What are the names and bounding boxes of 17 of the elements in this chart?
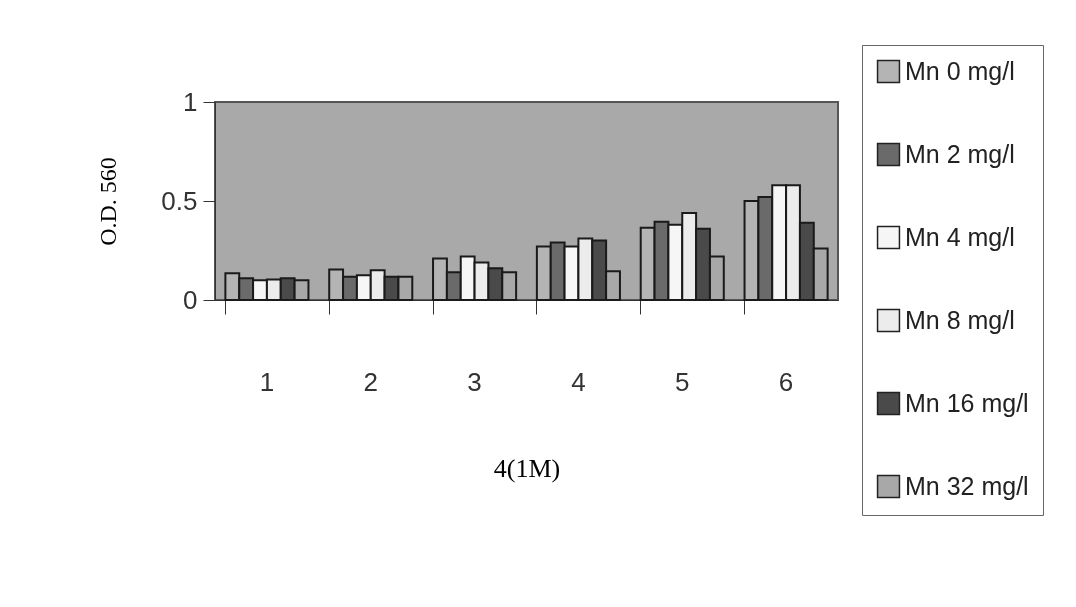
x-tick-label: 2 (363, 366, 378, 397)
y-tick-label: 1 (183, 86, 198, 117)
legend-label: Mn 32 mg/l (905, 471, 1029, 500)
x-tick-label: 1 (259, 366, 275, 397)
x-tick-label: 4 (571, 366, 586, 397)
legend-label: Mn 4 mg/l (905, 222, 1015, 251)
x-tick-label: 6 (778, 366, 794, 397)
legend-label: Mn 2 mg/l (905, 139, 1015, 168)
x-tick-label: 5 (675, 366, 690, 397)
y-tick-label: 0.5 (161, 185, 198, 216)
legend-label: Mn 0 mg/l (905, 56, 1015, 85)
legend-label: Mn 16 mg/l (905, 388, 1029, 417)
y-tick-label: 0 (183, 284, 198, 315)
x-tick-label: 3 (467, 366, 482, 397)
y-axis-title: O.D. 560 (95, 157, 122, 246)
legend-label: Mn 8 mg/l (905, 305, 1015, 334)
x-axis-title: 4(1M) (493, 453, 561, 483)
